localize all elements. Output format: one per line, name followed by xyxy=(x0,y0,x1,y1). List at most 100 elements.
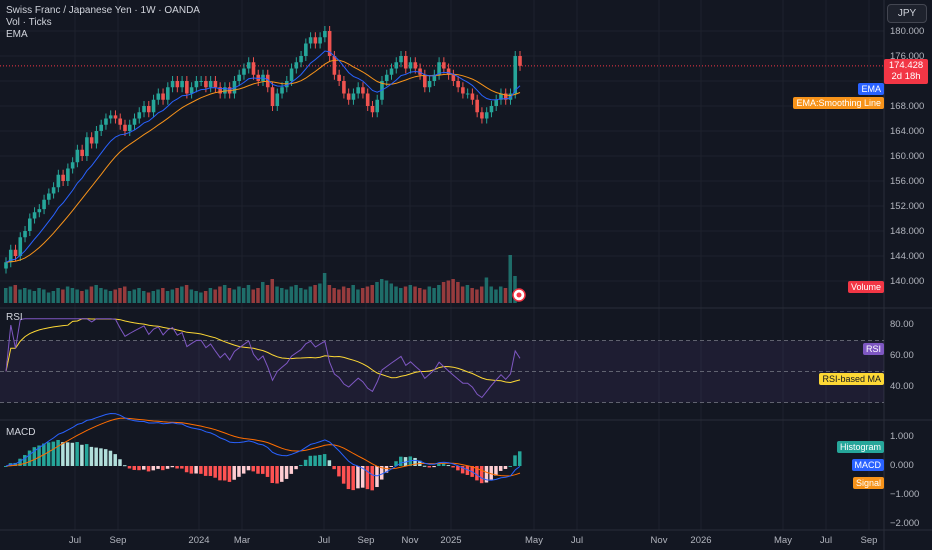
currency-button[interactable]: JPY xyxy=(887,4,927,23)
macd-histogram-bar xyxy=(127,466,132,469)
macd-histogram-bar xyxy=(284,466,289,479)
volume-bar xyxy=(13,285,18,303)
volume-bar xyxy=(103,289,108,303)
volume-bar xyxy=(498,286,503,303)
macd-histogram-bar xyxy=(498,466,503,471)
time-axis-label: Jul xyxy=(68,535,82,546)
price-axis-label: 180.000 xyxy=(890,26,925,37)
last-price: 174.428 xyxy=(888,60,924,71)
candle-body xyxy=(99,124,103,131)
volume-bar xyxy=(151,291,156,303)
candle-body xyxy=(127,124,132,131)
candle-body xyxy=(308,37,313,44)
candle-body xyxy=(375,99,380,113)
volume-bar xyxy=(375,282,379,303)
macd-histogram-bar xyxy=(56,439,60,466)
candle-body xyxy=(108,115,113,119)
candle-body xyxy=(280,87,284,94)
volume-bar xyxy=(484,277,489,303)
macd-histogram-bar xyxy=(327,460,332,466)
macd-histogram-bar xyxy=(142,466,146,470)
volume-bar xyxy=(89,286,94,303)
candle-body xyxy=(61,174,65,181)
macd-histogram-bar xyxy=(99,448,103,466)
candle-body xyxy=(304,43,308,56)
symbol-title[interactable]: Swiss Franc / Japanese Yen · 1W · OANDA xyxy=(6,5,200,16)
candle-body xyxy=(465,93,470,95)
candle-body xyxy=(399,56,403,63)
candle-body xyxy=(475,99,479,113)
candle-body xyxy=(270,87,275,106)
volume-bar xyxy=(479,286,484,303)
macd-axis-label: −2.000 xyxy=(890,518,920,529)
volume-bar xyxy=(156,289,160,303)
macd-histogram-bar xyxy=(146,466,151,472)
macd-histogram-bar xyxy=(275,466,279,484)
volume-bar xyxy=(460,286,465,303)
macd-histogram-bar xyxy=(351,466,355,491)
volume-indicator-label[interactable]: Vol · Ticks xyxy=(6,17,52,28)
macd-histogram-bar xyxy=(337,466,341,477)
volume-bar xyxy=(42,289,46,303)
volume-bar xyxy=(4,288,8,303)
macd-histogram-bar xyxy=(399,456,403,466)
volume-bar xyxy=(441,282,446,303)
candle-body xyxy=(346,93,351,100)
symbol-legend[interactable]: Swiss Franc / Japanese Yen · 1W · OANDA … xyxy=(6,5,200,41)
macd-pane-title[interactable]: MACD xyxy=(6,427,36,438)
macd-histogram-bar xyxy=(365,466,370,490)
candle-body xyxy=(56,174,61,188)
volume-bar xyxy=(122,286,127,303)
volume-bar xyxy=(246,285,251,303)
time-axis-label: Jul xyxy=(317,535,331,546)
rsi-axis-label: 60.00 xyxy=(890,350,914,361)
candle-body xyxy=(204,81,208,88)
macd-axis-label: 1.000 xyxy=(890,431,914,442)
candle-body xyxy=(294,62,299,69)
macd-histogram-bar xyxy=(23,455,27,466)
macd-histogram-bar xyxy=(18,458,22,466)
candle-body xyxy=(194,81,199,88)
candle-body xyxy=(137,112,142,119)
candle-body xyxy=(480,112,484,119)
candle-body xyxy=(275,93,280,106)
ema-indicator-label[interactable]: EMA xyxy=(6,29,28,40)
volume-bar xyxy=(503,288,508,303)
macd-histogram-bar xyxy=(303,459,308,466)
candle-body xyxy=(170,81,175,88)
candle-body xyxy=(8,249,13,263)
volume-bar xyxy=(170,289,175,303)
volume-bar xyxy=(142,291,146,303)
volume-bar xyxy=(218,286,222,303)
candle-body xyxy=(218,87,222,94)
volume-bar xyxy=(408,285,413,303)
macd-histogram-bar xyxy=(489,466,493,480)
price-axis-label: 156.000 xyxy=(890,176,925,187)
time-axis-label: Nov xyxy=(650,535,668,546)
candle-body xyxy=(156,93,161,100)
candle-body xyxy=(408,62,413,69)
macd-histogram-bar xyxy=(375,466,379,488)
volume-bar xyxy=(318,283,322,303)
time-axis-label: 2024 xyxy=(188,535,210,546)
volume-tag: Volume xyxy=(847,281,884,293)
time-axis-label: Sep xyxy=(860,535,878,546)
macd-histogram-bar xyxy=(75,441,79,466)
macd-histogram-bar xyxy=(70,442,75,466)
macd-histogram-bar xyxy=(175,466,179,469)
time-axis-label: Sep xyxy=(109,535,127,546)
volume-bar xyxy=(432,288,436,303)
candle-body xyxy=(123,124,127,131)
macd-histogram-bar xyxy=(137,466,141,471)
rsi-pane-title[interactable]: RSI xyxy=(6,312,23,323)
candle-body xyxy=(461,87,465,94)
macd-histogram-bar xyxy=(61,442,65,466)
volume-bar xyxy=(413,286,417,303)
macd-histogram-bar xyxy=(46,442,51,466)
candle-body xyxy=(32,212,37,219)
volume-bar xyxy=(8,286,13,303)
volume-bar xyxy=(94,285,98,303)
price-axis-label: 176.000 xyxy=(890,51,925,62)
volume-bar xyxy=(23,288,27,303)
